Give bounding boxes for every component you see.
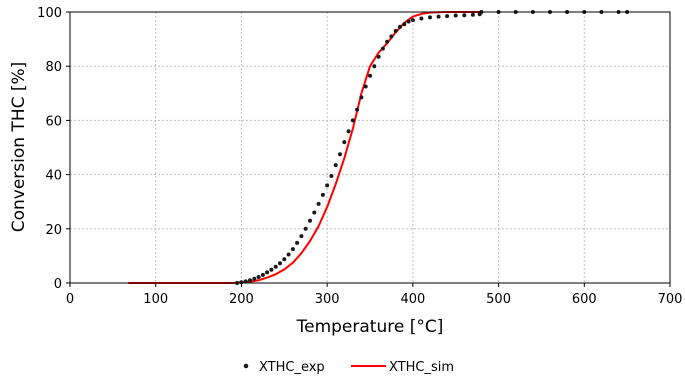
xthc-exp-point	[436, 14, 441, 19]
x-tick-label: 100	[143, 292, 168, 307]
xthc-sim-line	[128, 11, 482, 284]
legend-label-xthc-exp: XTHC_exp	[259, 360, 325, 375]
xthc-exp-point	[338, 152, 342, 157]
xthc-exp-point	[368, 73, 372, 78]
x-tick-label: 300	[315, 292, 340, 307]
xthc-exp-point	[406, 19, 411, 24]
xthc-exp-point	[453, 13, 458, 18]
xthc-exp-point	[278, 261, 282, 266]
xthc-exp-point	[393, 29, 398, 33]
legend-label-xthc-sim: XTHC_sim	[389, 360, 454, 375]
xthc-exp-point	[402, 22, 407, 27]
xthc-exp-point	[308, 218, 312, 223]
x-tick-label: 200	[229, 292, 254, 307]
x-tick-label: 0	[66, 292, 74, 307]
xthc-exp-point	[243, 279, 248, 284]
xthc-exp-point	[342, 140, 347, 145]
xthc-exp-point	[269, 267, 274, 272]
x-axis-ticks: 0 100 200 300 400 500 600 700	[66, 283, 683, 307]
xthc-exp-point	[385, 39, 390, 44]
xthc-exp-point	[273, 264, 278, 269]
grid-lines	[70, 12, 670, 283]
xthc-exp-point	[299, 234, 304, 239]
xthc-exp-point	[389, 34, 394, 39]
xthc-exp-point	[428, 15, 432, 20]
y-tick-label: 80	[45, 60, 62, 75]
xthc-exp-point	[410, 18, 415, 23]
xthc-exp-point	[248, 278, 252, 283]
y-axis-label: Conversion THC [%]	[9, 62, 29, 233]
xthc-exp-point	[350, 118, 355, 123]
x-tick-label: 500	[486, 292, 511, 307]
xthc-exp-point	[286, 252, 291, 257]
xthc-exp-point	[312, 210, 317, 215]
series-xthc-exp	[235, 10, 630, 285]
xthc-exp-point	[372, 64, 377, 69]
xthc-exp-point	[316, 201, 321, 206]
y-tick-label: 100	[37, 6, 62, 21]
xthc-exp-point	[445, 14, 450, 19]
xthc-exp-point	[265, 270, 270, 275]
series-xthc-sim	[128, 11, 482, 284]
xthc-exp-point	[329, 174, 334, 178]
xthc-exp-point	[303, 226, 308, 231]
plot-area-frame	[69, 11, 671, 284]
xthc-exp-point	[325, 183, 330, 188]
legend-marker-xthc-exp	[243, 363, 249, 369]
xthc-exp-point	[355, 107, 360, 112]
xthc-exp-point	[376, 54, 381, 59]
y-tick-label: 60	[45, 114, 62, 129]
xthc-exp-point	[256, 275, 261, 279]
xthc-exp-point	[320, 192, 325, 197]
y-tick-label: 0	[54, 277, 62, 292]
xthc-exp-point	[470, 12, 475, 17]
legend: XTHC_exp XTHC_sim	[243, 360, 454, 375]
x-tick-label: 600	[572, 292, 597, 307]
x-tick-label: 700	[658, 292, 683, 307]
xthc-exp-point	[380, 46, 385, 51]
xthc-exp-point	[290, 247, 295, 252]
xthc-exp-point	[252, 276, 257, 281]
xthc-exp-point	[260, 272, 265, 277]
xthc-exp-point	[419, 16, 424, 21]
xthc-exp-point	[282, 257, 287, 262]
xthc-exp-point	[346, 129, 351, 134]
y-tick-label: 20	[45, 223, 62, 238]
y-axis-ticks: 0 20 40 60 80 100	[37, 6, 70, 292]
xthc-exp-point	[363, 84, 368, 89]
x-axis-label: Temperature [°C]	[296, 317, 444, 337]
x-tick-label: 400	[400, 292, 425, 307]
xthc-exp-point	[398, 24, 402, 29]
xthc-exp-point	[462, 13, 467, 18]
y-tick-label: 40	[45, 169, 62, 184]
xthc-exp-point	[295, 240, 300, 245]
xthc-exp-point	[359, 95, 364, 100]
xthc-exp-point	[333, 163, 338, 168]
